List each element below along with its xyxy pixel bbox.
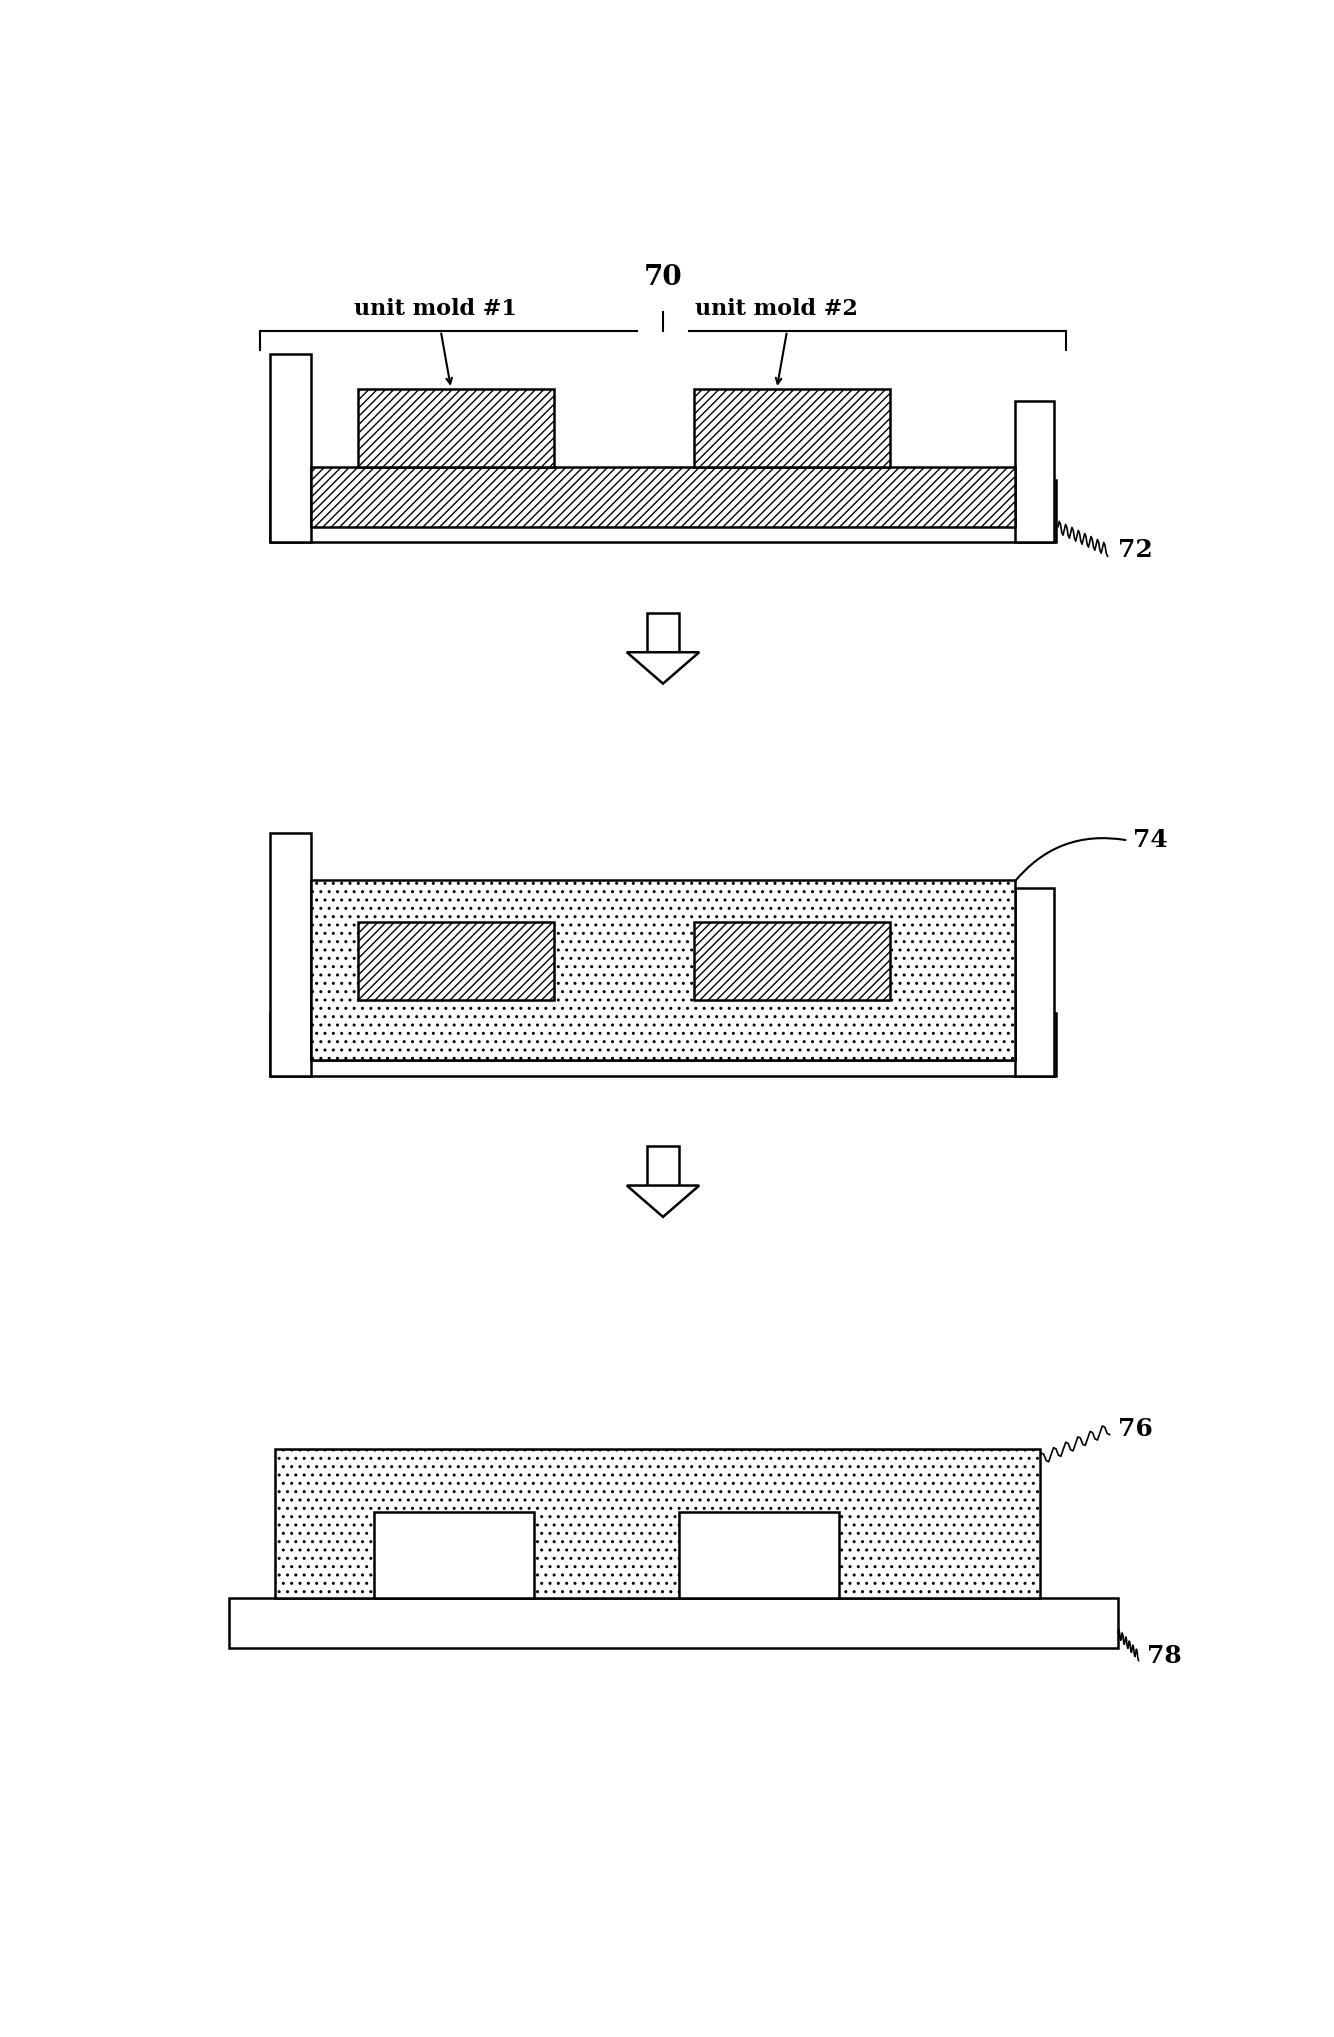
Bar	[1015, 401, 1054, 542]
Bar	[275, 1448, 1041, 1599]
Bar	[358, 389, 555, 466]
Bar	[647, 1147, 679, 1186]
Bar	[269, 479, 1057, 542]
Bar	[312, 880, 1015, 1059]
Text: 76: 76	[1118, 1416, 1153, 1440]
Text: unit mold #1: unit mold #1	[354, 297, 518, 320]
Text: 78: 78	[1147, 1644, 1182, 1668]
Polygon shape	[627, 1186, 699, 1216]
Bar	[374, 1511, 534, 1599]
Bar	[312, 1000, 1015, 1059]
Bar	[679, 1511, 839, 1599]
Polygon shape	[627, 652, 699, 684]
Text: 70: 70	[644, 265, 682, 291]
Bar	[694, 923, 891, 1000]
Bar	[269, 354, 312, 542]
Bar	[647, 613, 679, 652]
Text: unit mold #2: unit mold #2	[695, 297, 858, 320]
Bar	[358, 923, 555, 1000]
Bar	[229, 1599, 1118, 1648]
Bar	[269, 833, 312, 1076]
Bar	[1015, 888, 1054, 1076]
Text: 74: 74	[1134, 829, 1169, 851]
Bar	[694, 389, 891, 466]
Bar	[269, 1012, 1057, 1076]
Text: 72: 72	[1118, 538, 1153, 562]
Bar	[312, 466, 1015, 528]
